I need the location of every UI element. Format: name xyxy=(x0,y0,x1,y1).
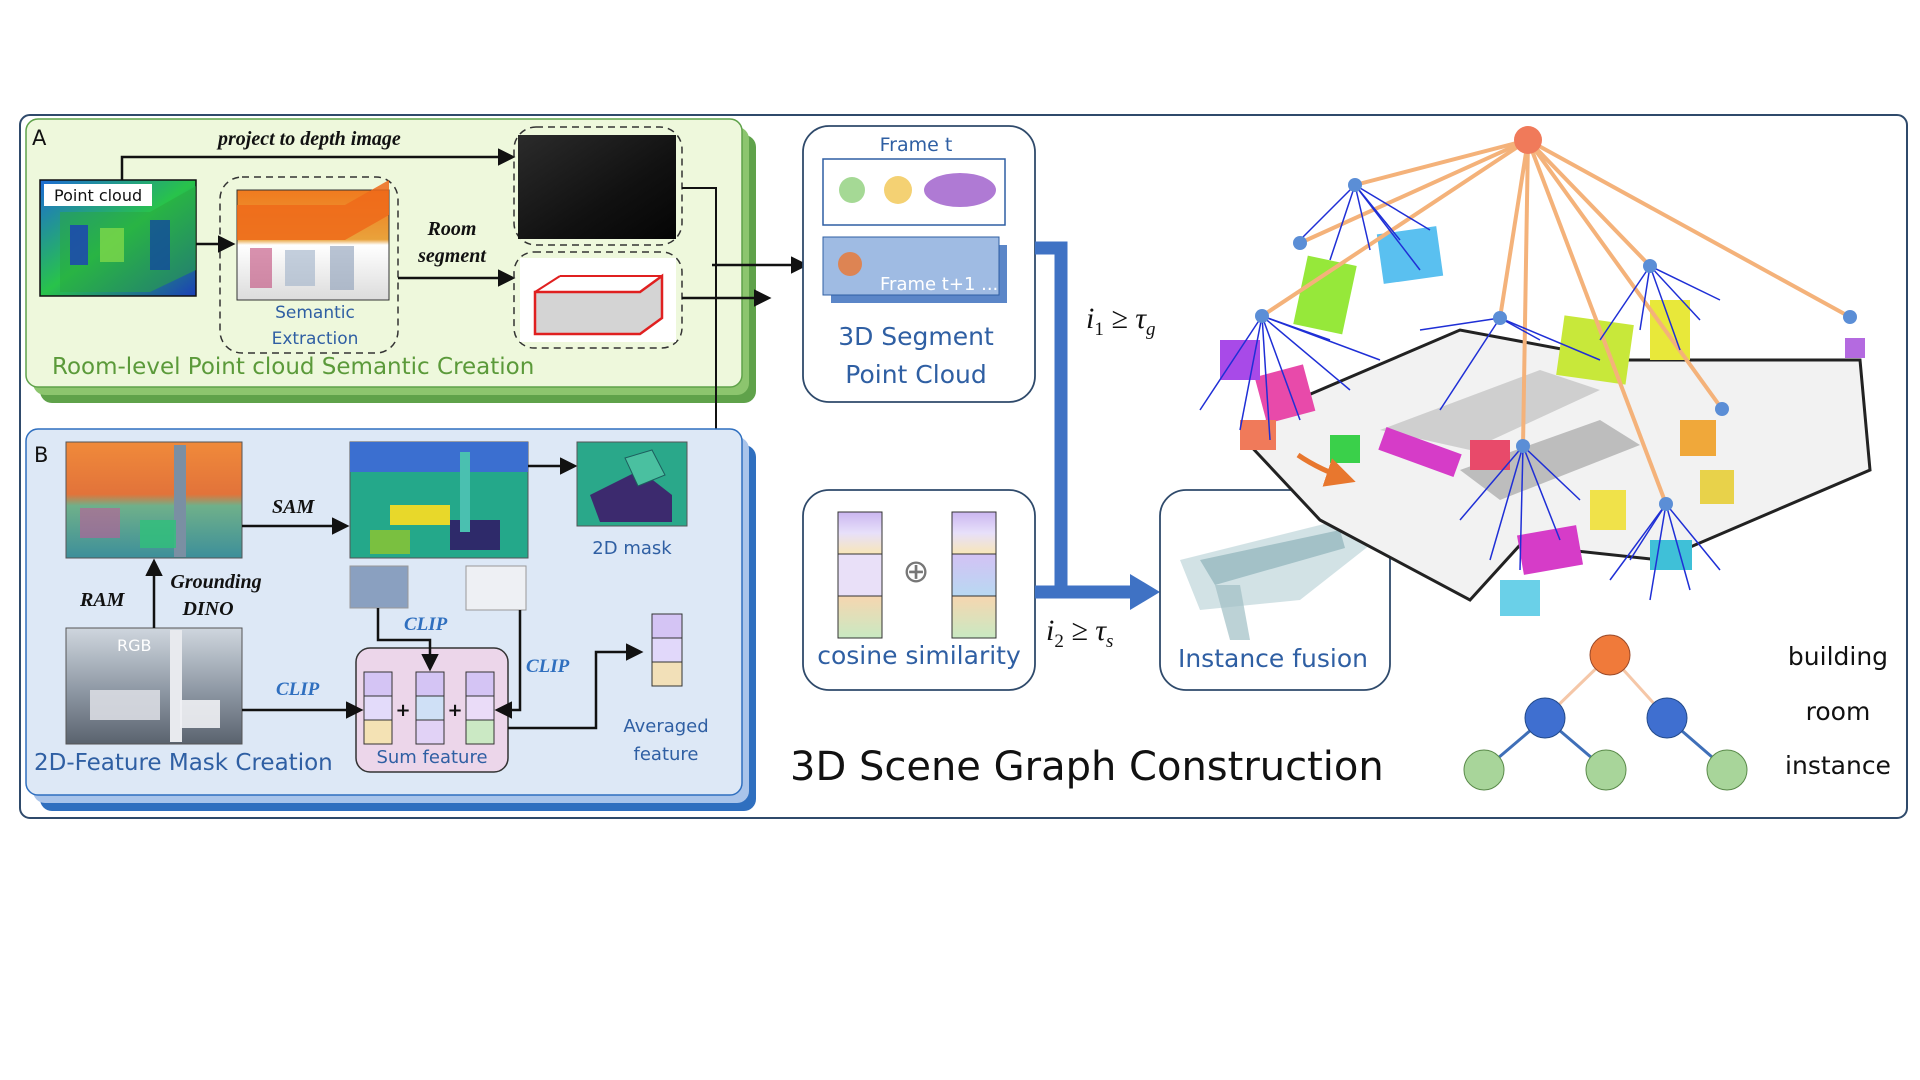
room-node-8 xyxy=(1516,439,1530,453)
threshold-g: i1 ≥ τg xyxy=(1086,302,1156,340)
rgb-label: RGB xyxy=(117,636,152,655)
sum-plus-1: + xyxy=(395,700,410,721)
oplus-symbol: ⊕ xyxy=(903,552,930,590)
panel-b-letter: B xyxy=(34,443,48,467)
averaged-label-line2: feature xyxy=(634,744,699,765)
legend-building-node xyxy=(1589,634,1631,676)
threshold-s: i2 ≥ τs xyxy=(1046,614,1113,652)
outer-frame xyxy=(19,114,1908,819)
legend-instance-label: instance xyxy=(1785,751,1891,780)
grounding-label-line2: DINO xyxy=(181,598,233,620)
semantic-extraction-box xyxy=(219,176,399,354)
mask-image xyxy=(576,441,688,527)
ram-image xyxy=(65,441,243,559)
sum-plus-2: + xyxy=(447,700,462,721)
sum-cube-1 xyxy=(363,671,393,745)
legend-room-label: room xyxy=(1806,697,1871,726)
room-box xyxy=(513,251,683,349)
room-node-2 xyxy=(1293,236,1307,250)
similarity-label: cosine similarity xyxy=(817,641,1021,670)
panel-b: B 2D-Feature Mask Creation RGB RAM Groun… xyxy=(25,428,756,811)
legend-instance-node-3 xyxy=(1706,749,1748,791)
panel-a-letter: A xyxy=(32,126,47,150)
depth-box xyxy=(513,126,683,246)
crop1-to-sum-arrow xyxy=(376,608,439,672)
legend-instance-node-2 xyxy=(1585,749,1627,791)
legend-building-label: building xyxy=(1788,642,1888,671)
room-node-6 xyxy=(1843,310,1857,324)
fusion-link-arrow xyxy=(1296,452,1356,487)
sum-feature-label: Sum feature xyxy=(376,747,487,768)
segment-title-line1: 3D Segment xyxy=(838,322,994,351)
fusion-label: Instance fusion xyxy=(1178,644,1368,673)
segment-panel: Frame t Frame t+1 ... 3D Segment Point C… xyxy=(802,125,1036,403)
panel-a: A Room-level Point cloud Semantic Creati… xyxy=(25,118,809,469)
sim-cube-left xyxy=(837,511,883,639)
averaged-cube xyxy=(651,613,683,687)
sam-image xyxy=(349,441,529,559)
scene-graph: 3D Scene Graph Construction building roo… xyxy=(790,126,1891,791)
crop2-to-sum-arrow xyxy=(494,610,522,719)
fusion-flow-arrowhead xyxy=(1130,574,1160,610)
panel-b-title: 2D-Feature Mask Creation xyxy=(34,750,333,776)
project-arrow xyxy=(120,148,516,180)
sum-to-avg-arrow xyxy=(508,643,644,730)
point-cloud-image: Point cloud xyxy=(39,179,197,297)
rgb-image: RGB xyxy=(65,627,243,745)
point-cloud-label: Point cloud xyxy=(54,186,142,205)
clip-crop-2 xyxy=(465,565,527,611)
semantic-label-line1: Semantic xyxy=(275,303,355,323)
mask-label: 2D mask xyxy=(592,538,672,559)
panel-a-title: Room-level Point cloud Semantic Creation xyxy=(52,354,534,380)
sam-label: SAM xyxy=(272,496,315,518)
clip-crop-1 xyxy=(349,565,409,609)
grounding-label-line1: Grounding xyxy=(170,571,261,593)
clip-label-2: CLIP xyxy=(404,614,448,635)
clip-label-3: CLIP xyxy=(526,656,570,677)
room-edges xyxy=(1199,184,1721,601)
legend-instance-node-1 xyxy=(1463,749,1505,791)
averaged-label-line1: Averaged xyxy=(623,716,708,737)
building-edges xyxy=(1260,138,1851,505)
semantic-label-line2: Extraction xyxy=(272,329,359,349)
sum-cube-2 xyxy=(415,671,445,745)
room-segment-label-line1: Room xyxy=(427,218,477,240)
legend-room-node-1 xyxy=(1524,697,1566,739)
room-node-4 xyxy=(1493,311,1507,325)
segment-title-line2: Point Cloud xyxy=(845,360,986,389)
sum-cube-3 xyxy=(465,671,495,745)
scene-graph-title: 3D Scene Graph Construction xyxy=(790,744,1384,790)
room-image xyxy=(520,258,676,342)
depth-image xyxy=(518,135,676,239)
sim-cube-right xyxy=(951,511,997,639)
project-label: project to depth image xyxy=(216,128,401,150)
fusion-panel: Instance fusion xyxy=(1159,489,1391,691)
frame-t-label: Frame t xyxy=(880,134,953,156)
room-node-9 xyxy=(1659,497,1673,511)
fusion-flow-arrow xyxy=(1035,241,1132,599)
legend-room-node-2 xyxy=(1646,697,1688,739)
building-node xyxy=(1514,126,1542,154)
room-segment-label-line2: segment xyxy=(417,245,487,267)
room-node-7 xyxy=(1715,402,1729,416)
similarity-panel: ⊕ cosine similarity xyxy=(802,489,1036,691)
room-node-3 xyxy=(1255,309,1269,323)
room-node-1 xyxy=(1348,178,1362,192)
semantic-image xyxy=(236,180,390,301)
room-node-5 xyxy=(1643,259,1657,273)
frame-t1-label: Frame t+1 ... xyxy=(880,274,998,295)
clip-label-1: CLIP xyxy=(276,679,320,700)
ram-label: RAM xyxy=(79,589,126,611)
legend: building room instance xyxy=(1463,634,1891,791)
